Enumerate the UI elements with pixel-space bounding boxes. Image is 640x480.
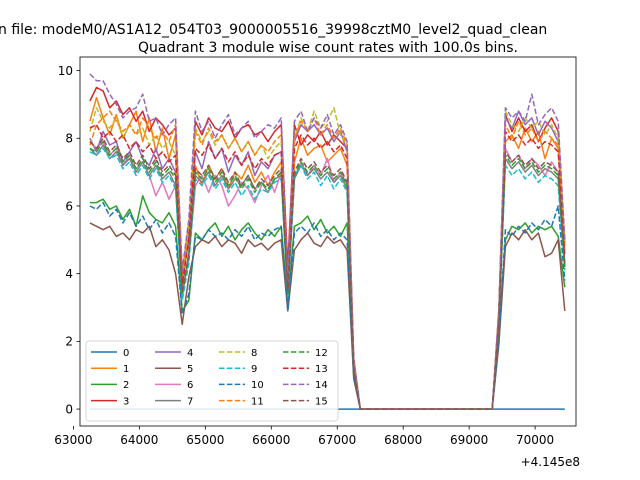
axes-frame: [79, 56, 577, 427]
y-tick-label: 10: [58, 64, 73, 78]
y-tick-label: 2: [65, 335, 73, 349]
legend-label-4: 4: [187, 348, 193, 359]
y-tick-label: 6: [65, 199, 73, 213]
x-tick-label: 68000: [384, 433, 422, 447]
legend-label-7: 7: [187, 396, 193, 407]
legend-label-5: 5: [187, 364, 193, 375]
x-offset-label: +4.145e8: [521, 455, 580, 469]
x-tick-label: 69000: [450, 433, 488, 447]
legend-label-13: 13: [315, 364, 328, 375]
legend-label-3: 3: [123, 396, 129, 407]
legend-label-9: 9: [251, 364, 257, 375]
x-tick-label: 67000: [318, 433, 356, 447]
legend-label-12: 12: [315, 348, 328, 359]
legend-label-0: 0: [123, 348, 129, 359]
x-tick-label: 66000: [252, 433, 290, 447]
legend-label-8: 8: [251, 348, 257, 359]
axes: 63000 64000 65000 66000 67000 68000 69000 70000…: [54, 56, 577, 447]
figure-suptitle: n file: modeM0/AS1A12_054T03_9000005516_…: [0, 22, 547, 38]
legend-label-6: 6: [187, 380, 193, 391]
x-tick-label: 70000: [516, 433, 554, 447]
plot-area: [89, 73, 566, 410]
series-group: [89, 73, 566, 410]
legend-box: [85, 340, 339, 422]
legend-label-10: 10: [251, 380, 264, 391]
y-tick-label: 0: [65, 402, 73, 416]
legend-label-2: 2: [123, 380, 129, 391]
x-tick-label: 65000: [186, 433, 224, 447]
legend-label-14: 14: [315, 380, 328, 391]
x-tick-label: 63000: [54, 433, 92, 447]
legend-label-1: 1: [123, 364, 129, 375]
legend-label-11: 11: [251, 396, 264, 407]
y-tick-label: 8: [65, 132, 73, 146]
y-tick-label: 4: [65, 267, 73, 281]
x-tick-label: 64000: [120, 433, 158, 447]
legend-label-15: 15: [315, 396, 328, 407]
chart-title: Quadrant 3 module wise count rates with …: [138, 40, 518, 56]
series-line-15: [89, 137, 566, 410]
